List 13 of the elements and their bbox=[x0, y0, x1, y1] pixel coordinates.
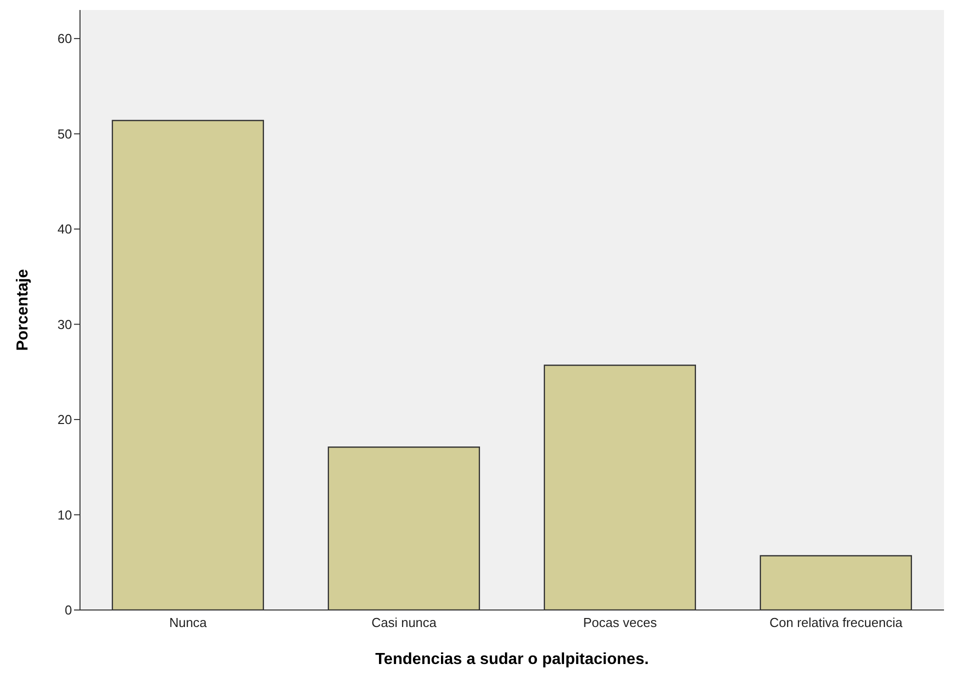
y-tick-label: 60 bbox=[58, 31, 72, 46]
x-tick-label: Con relativa frecuencia bbox=[770, 615, 904, 630]
x-axis-title: Tendencias a sudar o palpitaciones. bbox=[375, 651, 649, 668]
y-tick-label: 40 bbox=[58, 222, 72, 237]
y-tick-label: 20 bbox=[58, 412, 72, 428]
x-tick-label: Pocas veces bbox=[583, 615, 658, 630]
y-tick-label: 0 bbox=[64, 602, 72, 618]
y-axis-title: Porcentaje bbox=[14, 268, 32, 351]
y-tick-label: 50 bbox=[58, 126, 72, 142]
y-tick-label: 30 bbox=[58, 316, 72, 332]
x-tick-label: Casi nunca bbox=[371, 615, 438, 630]
x-tick-label: Nunca bbox=[169, 615, 208, 630]
y-tick-label: 10 bbox=[58, 507, 72, 522]
